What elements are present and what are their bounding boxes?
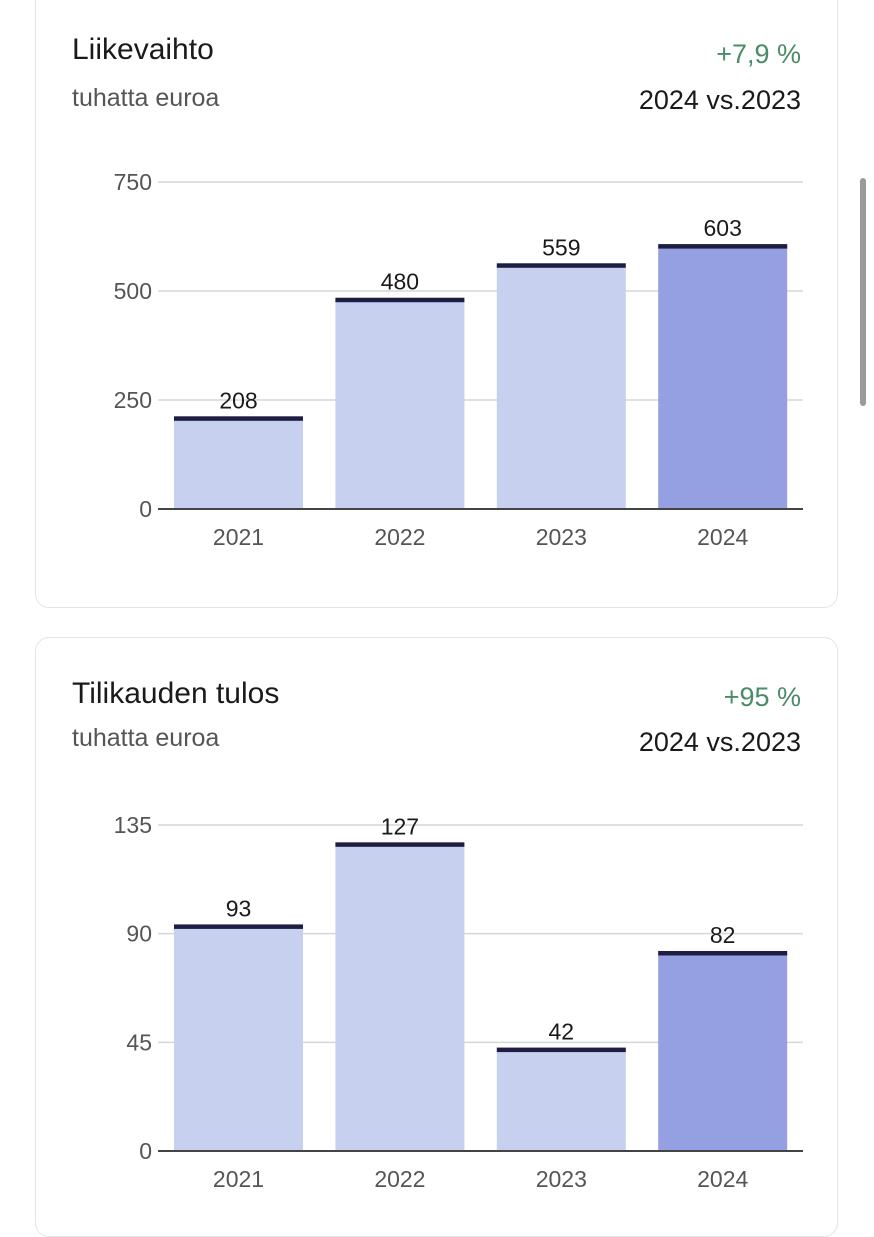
scrollbar[interactable] <box>860 178 866 406</box>
x-tick-label: 2024 <box>697 1166 748 1192</box>
y-tick-label: 750 <box>114 169 152 195</box>
x-tick-label: 2024 <box>697 524 748 550</box>
bar-cap-2024 <box>658 244 788 249</box>
x-tick-label: 2022 <box>374 1166 425 1192</box>
x-tick-label: 2021 <box>213 1166 264 1192</box>
card-title: Tilikauden tulos <box>72 677 280 710</box>
y-tick-label: 90 <box>126 921 152 947</box>
data-label: 82 <box>710 922 736 948</box>
data-label: 559 <box>542 234 580 260</box>
data-label: 480 <box>381 269 419 295</box>
card-subtitle: tuhatta euroa <box>72 724 220 752</box>
bar-2023 <box>496 1049 626 1151</box>
bar-cap-2024 <box>658 950 788 956</box>
change-percentage: +95 % <box>723 682 801 712</box>
comparison-label: 2024 vs.2023 <box>638 85 801 115</box>
bar-2024 <box>658 952 788 1151</box>
bar-2022 <box>335 844 465 1151</box>
x-tick-label: 2023 <box>536 524 587 550</box>
comparison-label: 2024 vs.2023 <box>638 727 801 757</box>
data-label: 127 <box>381 813 419 839</box>
y-tick-label: 45 <box>126 1029 152 1055</box>
data-label: 603 <box>704 215 742 241</box>
card-subtitle: tuhatta euroa <box>72 84 220 112</box>
revenue-bar-chart: 0 250 500 750 208 2021 480 2022 559 2023 603 2024 <box>114 169 803 550</box>
bar-cap-2022 <box>335 297 465 303</box>
x-tick-label: 2022 <box>374 524 425 550</box>
bar-2023 <box>496 265 626 509</box>
bar-cap-2021 <box>174 924 303 929</box>
y-tick-label: 0 <box>139 1138 152 1164</box>
profit-bar-chart: 0 45 90 135 93 2021 127 2022 42 2023 82 2024 <box>114 812 803 1192</box>
bar-2021 <box>174 926 303 1151</box>
data-label: 208 <box>219 387 257 413</box>
y-tick-label: 135 <box>114 812 152 838</box>
x-tick-label: 2023 <box>536 1166 587 1192</box>
bar-cap-2021 <box>174 416 303 421</box>
bar-cap-2023 <box>496 263 626 268</box>
data-label: 42 <box>549 1019 575 1045</box>
y-tick-label: 250 <box>114 387 152 413</box>
y-tick-label: 500 <box>114 278 152 304</box>
y-tick-label: 0 <box>139 496 152 522</box>
bar-2021 <box>174 418 303 509</box>
change-percentage: +7,9 % <box>716 39 801 69</box>
x-tick-label: 2021 <box>213 524 264 550</box>
bar-cap-2022 <box>335 842 465 847</box>
card-title: Liikevaihto <box>72 33 214 66</box>
bar-2024 <box>658 246 788 510</box>
bar-2022 <box>335 299 465 509</box>
bar-cap-2023 <box>496 1047 626 1053</box>
data-label: 93 <box>226 895 252 921</box>
